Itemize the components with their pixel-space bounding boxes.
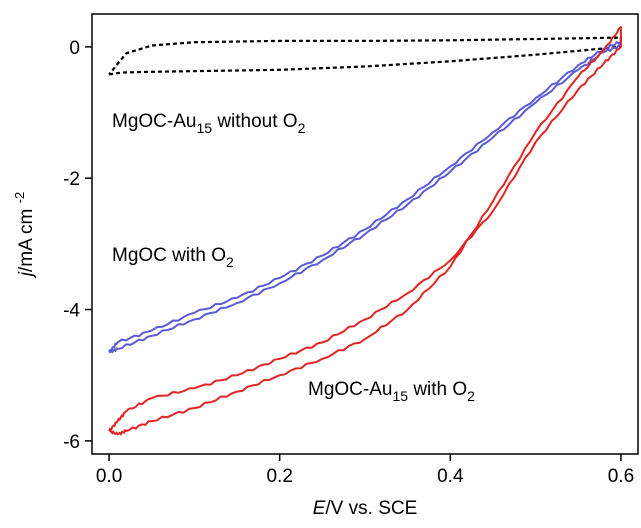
annotation-au15-without-o2: MgOC-Au15 without O2 (112, 111, 306, 136)
x-tick-label: 0.2 (266, 466, 292, 487)
series-line-au15-with-o2 (108, 26, 622, 436)
x-axis-label: E/V vs. SCE (313, 498, 418, 519)
annotation-au15-with-o2: MgOC-Au15 with O2 (308, 379, 475, 404)
labels-layer: E/V vs. SCE j/mA cm -2 MgOC-Au15 without O… (12, 111, 475, 519)
ticks-layer: 0.0 0.2 0.4 0.6 0 -2 -4 -6 (63, 38, 634, 487)
x-tick-label: 0.6 (608, 466, 634, 487)
y-tick-label: -4 (63, 301, 80, 322)
series-line-mgoc-with-o2 (108, 40, 622, 354)
series-layer (108, 26, 622, 436)
plot-frame (91, 13, 639, 455)
x-tick-label: 0.0 (96, 466, 122, 487)
x-tick-label: 0.4 (437, 466, 464, 487)
series-line-au15-without-o2 (108, 36, 622, 76)
y-axis-label: j/mA cm -2 (12, 192, 37, 279)
y-tick-label: -6 (63, 432, 80, 453)
y-tick-label: 0 (69, 38, 80, 59)
annotation-mgoc-with-o2: MgOC with O2 (112, 245, 234, 270)
y-tick-label: -2 (63, 169, 80, 190)
